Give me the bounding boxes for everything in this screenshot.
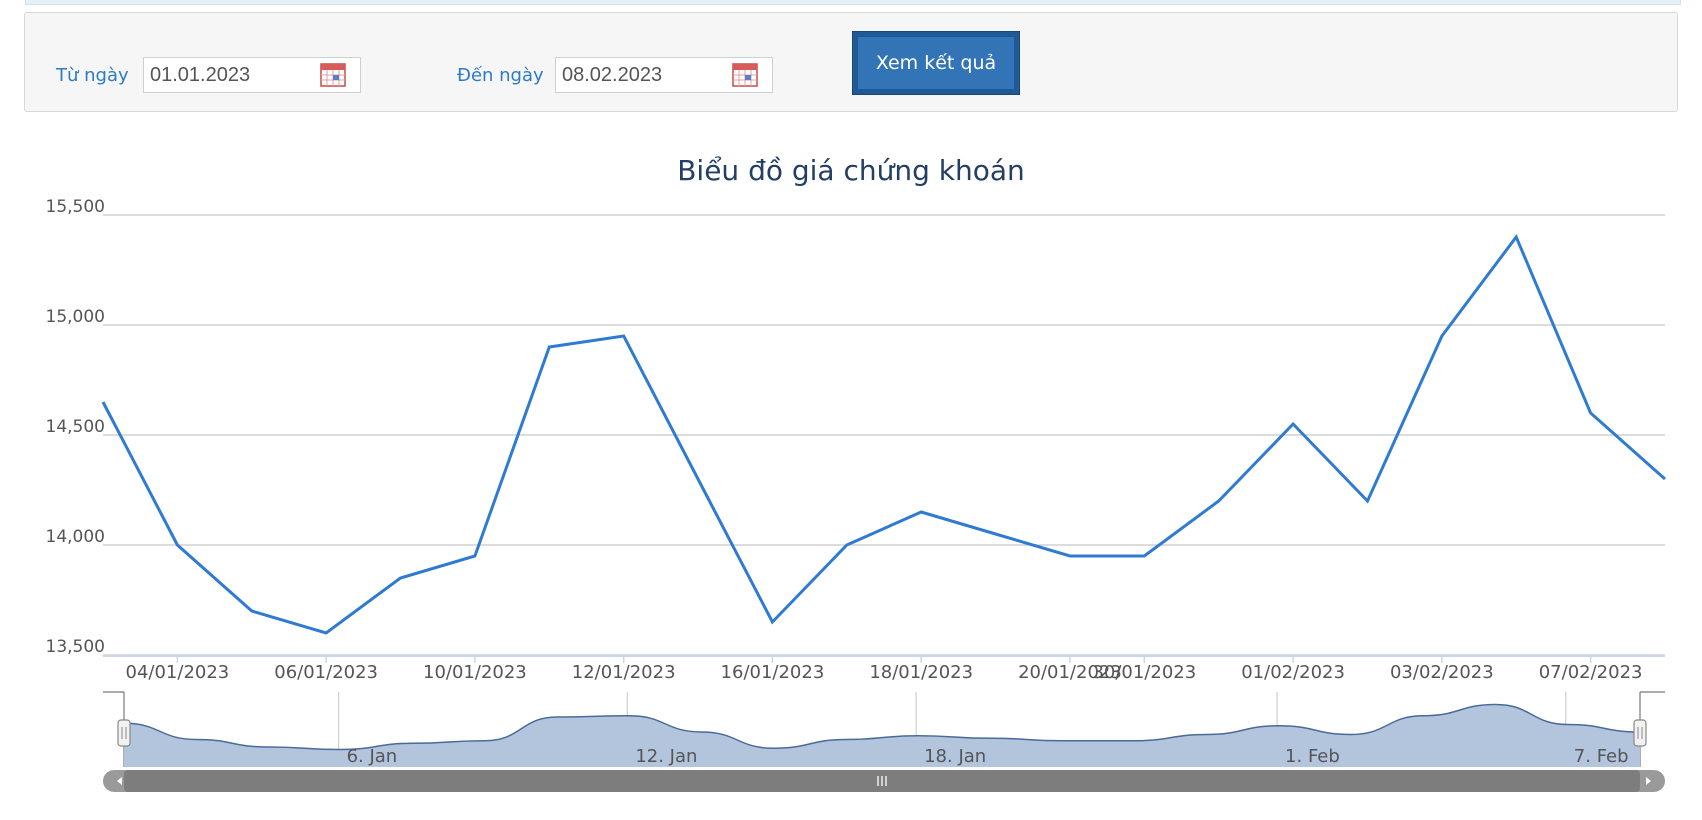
y-tick-label: 14,000	[46, 527, 105, 547]
price-series-line	[101, 234, 1666, 635]
x-tick-label: 07/02/2023	[1539, 662, 1643, 683]
x-axis: 04/01/2023 06/01/2023 10/01/2023 12/01/2023…	[103, 655, 1665, 683]
y-tick-label: 14,500	[46, 417, 105, 437]
y-tick-label: 15,000	[46, 307, 105, 327]
data-point	[473, 555, 476, 558]
nav-right-handle[interactable]	[1633, 719, 1647, 747]
data-point	[325, 632, 328, 635]
data-point	[1366, 500, 1369, 503]
x-tick-label: 12/01/2023	[572, 662, 676, 683]
y-tick-label: 15,500	[46, 197, 105, 217]
data-point	[771, 621, 774, 624]
from-date-label: Từ ngày	[56, 65, 129, 86]
data-point	[1440, 335, 1443, 338]
y-axis: 15,500 15,000 14,500 14,000 13,500	[46, 197, 105, 657]
x-tick-label: 18/01/2023	[869, 662, 973, 683]
y-tick-label: 13,500	[46, 637, 105, 657]
nav-left-handle[interactable]	[117, 719, 131, 747]
handle-body	[1633, 719, 1647, 747]
data-point	[1664, 478, 1667, 481]
data-point	[1217, 500, 1220, 503]
data-point	[1589, 412, 1592, 415]
data-point	[1515, 236, 1518, 239]
view-results-label: Xem kết quả	[858, 37, 1014, 89]
nav-date-label: 7. Feb	[1574, 746, 1629, 767]
navigator[interactable]: 6. Jan 12. Jan 18. Jan 1. Feb 7. Feb	[103, 691, 1665, 792]
from-date-input[interactable]: 01.01.2023	[143, 57, 361, 93]
chart-title: Biểu đồ giá chứng khoán	[677, 154, 1025, 187]
calendar-icon[interactable]	[320, 63, 346, 87]
to-date-value: 08.02.2023	[562, 64, 663, 86]
scroll-right-arrow-icon[interactable]	[1646, 777, 1651, 785]
data-point	[697, 478, 700, 481]
x-tick-label: 01/02/2023	[1241, 662, 1345, 683]
nav-date-label: 1. Feb	[1285, 746, 1340, 767]
top-strip	[25, 0, 1681, 5]
data-point	[1068, 555, 1071, 558]
x-tick-label: 30/01/2023	[1092, 662, 1196, 683]
date-filter-bar: Từ ngày 01.01.2023 Đến ngày 08.02.2023	[24, 12, 1678, 112]
data-point	[1143, 555, 1146, 558]
x-tick-label: 16/01/2023	[721, 662, 825, 683]
nav-series-line	[123, 703, 1641, 751]
data-point	[622, 335, 625, 338]
nav-scrollbar[interactable]	[103, 770, 1665, 792]
nav-area	[124, 704, 1640, 767]
calendar-icon[interactable]	[732, 63, 758, 87]
x-tick-label: 06/01/2023	[274, 662, 378, 683]
x-tick-label: 10/01/2023	[423, 662, 527, 683]
data-point	[399, 577, 402, 580]
from-date-value: 01.01.2023	[150, 64, 251, 86]
nav-date-label: 6. Jan	[347, 746, 398, 767]
to-date-input[interactable]: 08.02.2023	[555, 57, 773, 93]
chart-grid	[103, 214, 1665, 656]
x-tick-label: 20/01/2023	[1018, 662, 1122, 683]
handle-body	[117, 719, 131, 747]
nav-date-label: 12. Jan	[635, 746, 697, 767]
nav-date-label: 18. Jan	[924, 746, 986, 767]
to-date-label: Đến ngày	[457, 65, 544, 86]
stock-price-chart: Biểu đồ giá chứng khoán 15,500 15,000 14,5…	[46, 154, 1667, 792]
data-point	[102, 401, 105, 404]
data-point	[845, 544, 848, 547]
data-point	[548, 346, 551, 349]
data-point	[176, 544, 179, 547]
view-results-button[interactable]: Xem kết quả	[852, 31, 1020, 95]
data-point	[250, 610, 253, 613]
scroll-left-arrow-icon[interactable]	[117, 777, 122, 785]
data-point	[994, 533, 997, 536]
x-tick-label: 04/01/2023	[126, 662, 230, 683]
x-tick-label: 03/02/2023	[1390, 662, 1494, 683]
data-point	[920, 511, 923, 514]
data-point	[1292, 423, 1295, 426]
